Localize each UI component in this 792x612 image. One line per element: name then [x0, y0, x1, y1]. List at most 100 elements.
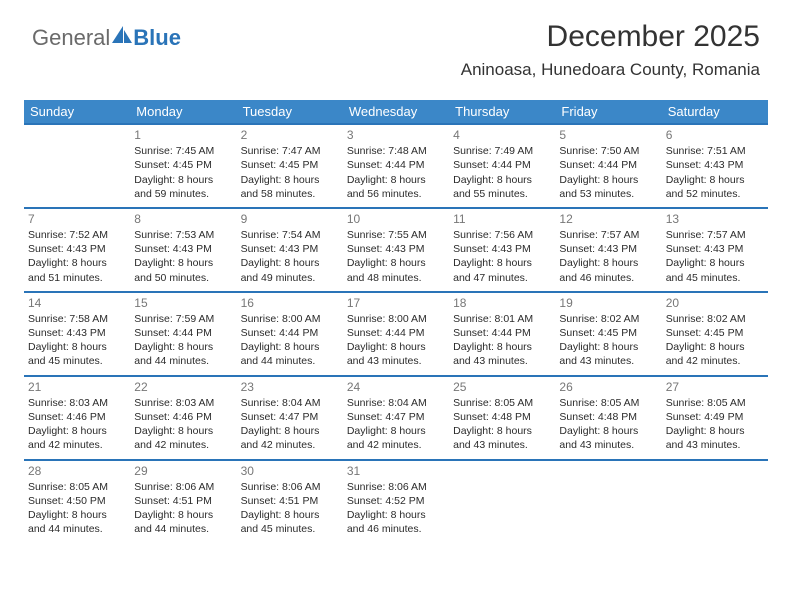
sunrise-line: Sunrise: 7:54 AM [241, 228, 339, 242]
calendar-day-cell: 13Sunrise: 7:57 AMSunset: 4:43 PMDayligh… [662, 208, 768, 292]
day-number: 6 [666, 127, 764, 143]
daylight-line: and 51 minutes. [28, 271, 126, 285]
daylight-line: and 42 minutes. [666, 354, 764, 368]
calendar-day-cell: 14Sunrise: 7:58 AMSunset: 4:43 PMDayligh… [24, 292, 130, 376]
calendar-week-row: 21Sunrise: 8:03 AMSunset: 4:46 PMDayligh… [24, 376, 768, 460]
daylight-line: Daylight: 8 hours [453, 340, 551, 354]
sunrise-line: Sunrise: 8:05 AM [559, 396, 657, 410]
sunrise-line: Sunrise: 8:04 AM [241, 396, 339, 410]
sunset-line: Sunset: 4:44 PM [453, 326, 551, 340]
sunset-line: Sunset: 4:43 PM [134, 242, 232, 256]
day-number: 17 [347, 295, 445, 311]
weekday-header: Wednesday [343, 100, 449, 124]
calendar-day-cell: 30Sunrise: 8:06 AMSunset: 4:51 PMDayligh… [237, 460, 343, 543]
calendar-day-cell: 7Sunrise: 7:52 AMSunset: 4:43 PMDaylight… [24, 208, 130, 292]
calendar-day-cell: 17Sunrise: 8:00 AMSunset: 4:44 PMDayligh… [343, 292, 449, 376]
day-number: 2 [241, 127, 339, 143]
daylight-line: and 56 minutes. [347, 187, 445, 201]
daylight-line: and 59 minutes. [134, 187, 232, 201]
weekday-header: Saturday [662, 100, 768, 124]
daylight-line: and 55 minutes. [453, 187, 551, 201]
sunrise-line: Sunrise: 7:58 AM [28, 312, 126, 326]
calendar-day-cell: 10Sunrise: 7:55 AMSunset: 4:43 PMDayligh… [343, 208, 449, 292]
daylight-line: Daylight: 8 hours [347, 340, 445, 354]
calendar-day-cell: 25Sunrise: 8:05 AMSunset: 4:48 PMDayligh… [449, 376, 555, 460]
calendar-empty-cell [555, 460, 661, 543]
daylight-line: and 47 minutes. [453, 271, 551, 285]
sunset-line: Sunset: 4:43 PM [28, 326, 126, 340]
sunrise-line: Sunrise: 7:52 AM [28, 228, 126, 242]
sunset-line: Sunset: 4:43 PM [453, 242, 551, 256]
daylight-line: Daylight: 8 hours [666, 173, 764, 187]
sunset-line: Sunset: 4:43 PM [347, 242, 445, 256]
logo-text-1: General [32, 25, 110, 51]
daylight-line: and 45 minutes. [666, 271, 764, 285]
daylight-line: and 44 minutes. [134, 354, 232, 368]
daylight-line: and 52 minutes. [666, 187, 764, 201]
sunset-line: Sunset: 4:48 PM [453, 410, 551, 424]
daylight-line: Daylight: 8 hours [559, 256, 657, 270]
daylight-line: Daylight: 8 hours [134, 340, 232, 354]
day-number: 21 [28, 379, 126, 395]
daylight-line: Daylight: 8 hours [559, 424, 657, 438]
sunset-line: Sunset: 4:44 PM [347, 158, 445, 172]
calendar-day-cell: 19Sunrise: 8:02 AMSunset: 4:45 PMDayligh… [555, 292, 661, 376]
calendar-day-cell: 26Sunrise: 8:05 AMSunset: 4:48 PMDayligh… [555, 376, 661, 460]
sunrise-line: Sunrise: 7:49 AM [453, 144, 551, 158]
daylight-line: Daylight: 8 hours [347, 424, 445, 438]
calendar-day-cell: 23Sunrise: 8:04 AMSunset: 4:47 PMDayligh… [237, 376, 343, 460]
day-number: 5 [559, 127, 657, 143]
day-number: 14 [28, 295, 126, 311]
month-title: December 2025 [461, 20, 760, 54]
daylight-line: and 49 minutes. [241, 271, 339, 285]
sunrise-line: Sunrise: 7:56 AM [453, 228, 551, 242]
day-number: 3 [347, 127, 445, 143]
day-number: 4 [453, 127, 551, 143]
day-number: 18 [453, 295, 551, 311]
sunrise-line: Sunrise: 8:02 AM [666, 312, 764, 326]
daylight-line: Daylight: 8 hours [134, 508, 232, 522]
sunrise-line: Sunrise: 7:59 AM [134, 312, 232, 326]
daylight-line: Daylight: 8 hours [666, 424, 764, 438]
sunset-line: Sunset: 4:45 PM [241, 158, 339, 172]
day-number: 8 [134, 211, 232, 227]
daylight-line: and 42 minutes. [347, 438, 445, 452]
daylight-line: and 50 minutes. [134, 271, 232, 285]
sunrise-line: Sunrise: 8:06 AM [241, 480, 339, 494]
sunrise-line: Sunrise: 7:53 AM [134, 228, 232, 242]
day-number: 27 [666, 379, 764, 395]
day-number: 31 [347, 463, 445, 479]
sunset-line: Sunset: 4:44 PM [559, 158, 657, 172]
daylight-line: and 42 minutes. [241, 438, 339, 452]
calendar-day-cell: 11Sunrise: 7:56 AMSunset: 4:43 PMDayligh… [449, 208, 555, 292]
calendar-day-cell: 5Sunrise: 7:50 AMSunset: 4:44 PMDaylight… [555, 124, 661, 208]
daylight-line: Daylight: 8 hours [347, 256, 445, 270]
sunset-line: Sunset: 4:52 PM [347, 494, 445, 508]
day-number: 19 [559, 295, 657, 311]
calendar-day-cell: 21Sunrise: 8:03 AMSunset: 4:46 PMDayligh… [24, 376, 130, 460]
sunset-line: Sunset: 4:43 PM [241, 242, 339, 256]
page-header: December 2025 Aninoasa, Hunedoara County… [461, 20, 760, 80]
daylight-line: and 45 minutes. [28, 354, 126, 368]
sunset-line: Sunset: 4:51 PM [241, 494, 339, 508]
daylight-line: and 42 minutes. [134, 438, 232, 452]
weekday-header: Thursday [449, 100, 555, 124]
daylight-line: Daylight: 8 hours [28, 424, 126, 438]
calendar-day-cell: 16Sunrise: 8:00 AMSunset: 4:44 PMDayligh… [237, 292, 343, 376]
sunrise-line: Sunrise: 8:05 AM [28, 480, 126, 494]
day-number: 20 [666, 295, 764, 311]
day-number: 12 [559, 211, 657, 227]
daylight-line: and 58 minutes. [241, 187, 339, 201]
daylight-line: Daylight: 8 hours [241, 173, 339, 187]
daylight-line: Daylight: 8 hours [28, 508, 126, 522]
daylight-line: Daylight: 8 hours [347, 173, 445, 187]
daylight-line: and 44 minutes. [134, 522, 232, 536]
daylight-line: Daylight: 8 hours [28, 340, 126, 354]
weekday-header: Sunday [24, 100, 130, 124]
day-number: 25 [453, 379, 551, 395]
sunrise-line: Sunrise: 7:55 AM [347, 228, 445, 242]
sail-icon [112, 24, 132, 50]
sunrise-line: Sunrise: 7:47 AM [241, 144, 339, 158]
calendar-empty-cell [662, 460, 768, 543]
sunset-line: Sunset: 4:47 PM [347, 410, 445, 424]
